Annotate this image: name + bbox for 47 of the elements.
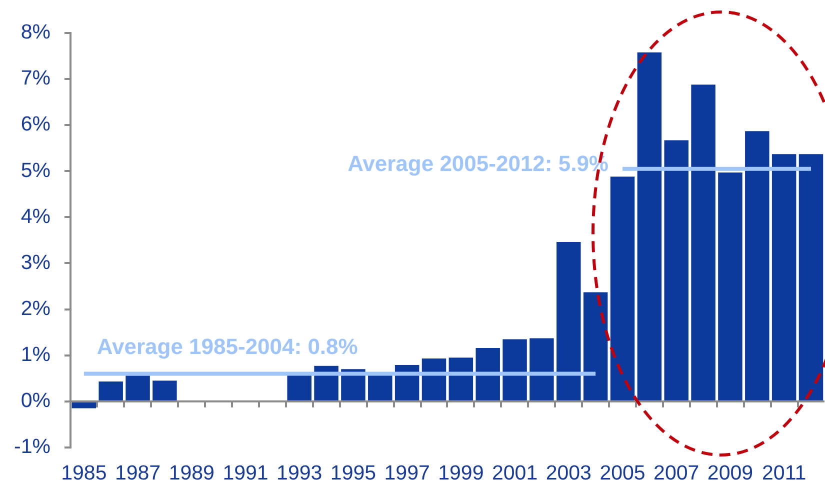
y-tick-label: 1% [20, 342, 50, 366]
bar [476, 348, 500, 400]
x-tick-label: 2009 [707, 461, 754, 484]
x-tick-label: 1987 [114, 461, 161, 484]
bar [98, 382, 123, 400]
bar [798, 154, 824, 400]
x-tick-label: 2003 [546, 461, 592, 484]
x-tick-label: 1989 [168, 461, 214, 484]
x-tick-label: 2005 [600, 461, 646, 484]
bar [287, 374, 312, 400]
x-tick-label: 2001 [492, 461, 538, 484]
x-tick-label: 2007 [654, 461, 700, 484]
x-tick-label: 1991 [222, 461, 268, 484]
bar [368, 374, 392, 400]
y-tick-label: 6% [20, 112, 50, 136]
x-tick-label: 2011 [762, 461, 806, 484]
y-tick-label: 3% [20, 250, 50, 274]
x-tick-label: 1997 [384, 461, 430, 484]
series-label: Average 2005-2012: 5.9% [348, 150, 608, 176]
y-tick-label: -1% [14, 435, 50, 458]
x-tick-label: 1993 [276, 461, 322, 484]
bar [637, 52, 662, 400]
y-tick-label: 0% [20, 389, 50, 412]
bar [448, 358, 474, 400]
bar [530, 338, 554, 400]
bar [422, 358, 446, 400]
bar [691, 84, 716, 400]
y-tick-label: 4% [20, 204, 50, 228]
y-tick-label: 8% [20, 20, 50, 44]
x-tick-label: 1985 [61, 461, 107, 484]
x-tick-label: 1995 [330, 461, 376, 484]
bar [583, 292, 608, 400]
bar [718, 172, 742, 400]
x-tick-label: 1999 [438, 461, 484, 484]
bar [610, 176, 635, 400]
bar [745, 131, 770, 400]
bar [772, 154, 796, 400]
bar [502, 339, 527, 400]
y-tick-label: 2% [20, 296, 50, 320]
bar [152, 380, 177, 400]
bar [556, 242, 581, 400]
bar [126, 376, 150, 400]
bar [664, 140, 688, 400]
bar [72, 402, 96, 408]
y-tick-label: 5% [20, 158, 50, 182]
y-tick-label: 7% [20, 66, 50, 90]
series-label: Average 1985-2004: 0.8% [96, 334, 358, 359]
